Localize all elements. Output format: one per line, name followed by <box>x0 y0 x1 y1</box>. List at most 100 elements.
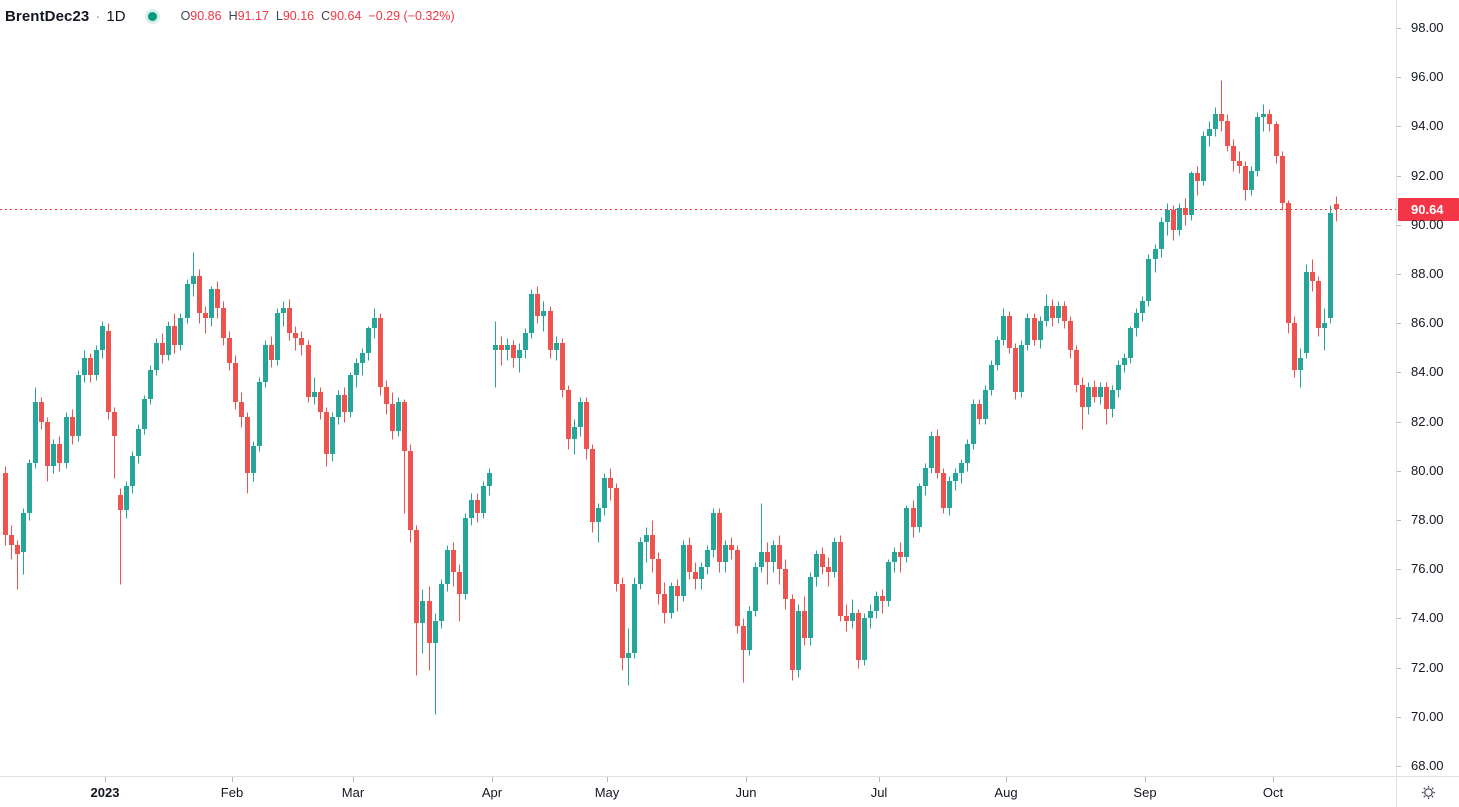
close-value: 90.64 <box>330 9 362 23</box>
candle <box>1110 385 1115 418</box>
candle <box>529 289 534 339</box>
candle <box>408 444 413 543</box>
candle <box>808 572 813 646</box>
candle <box>1322 308 1327 351</box>
candle <box>70 409 75 445</box>
candle <box>124 481 129 519</box>
candle <box>420 589 425 654</box>
candle <box>1201 131 1206 186</box>
candle <box>1255 112 1260 177</box>
candle <box>656 552 661 605</box>
candle <box>1140 296 1145 322</box>
price-axis-tick <box>1397 569 1401 570</box>
candle <box>1044 294 1049 327</box>
price-axis-label: 70.00 <box>1411 709 1444 724</box>
candle <box>904 505 909 563</box>
candle <box>771 540 776 573</box>
candle <box>971 399 976 450</box>
candle <box>203 306 208 334</box>
interval-label[interactable]: 1D <box>106 7 126 25</box>
candle <box>384 380 389 415</box>
candle <box>1183 198 1188 226</box>
candle <box>1274 121 1279 164</box>
candle <box>493 321 498 388</box>
candle <box>759 503 764 573</box>
time-axis-label: Aug <box>994 785 1018 800</box>
candle <box>560 338 565 398</box>
candle <box>439 579 444 629</box>
candle <box>1261 104 1266 132</box>
candle <box>584 397 589 460</box>
candle <box>457 564 462 622</box>
time-axis-label: Jun <box>735 785 757 800</box>
price-axis-tick <box>1397 520 1401 521</box>
candle <box>675 579 680 612</box>
price-axis-tick <box>1397 323 1401 324</box>
time-axis-tick <box>105 777 106 782</box>
candle <box>106 323 111 420</box>
candle <box>324 407 329 467</box>
price-axis-tick <box>1397 422 1401 423</box>
candle <box>469 493 474 526</box>
candle <box>989 360 994 396</box>
candle <box>281 301 286 327</box>
candle <box>777 535 782 585</box>
candle <box>57 436 62 472</box>
price-axis-label: 78.00 <box>1411 512 1444 527</box>
candle <box>523 328 528 359</box>
candle <box>838 535 843 622</box>
candle <box>1092 380 1097 403</box>
candle <box>1328 205 1333 324</box>
candle <box>330 412 335 462</box>
time-axis[interactable]: 2023 Feb Mar Apr May Jun Jul Aug Sep Oct <box>0 776 1396 807</box>
time-axis-label: Mar <box>341 785 365 800</box>
candle <box>287 299 292 341</box>
candle <box>1159 217 1164 258</box>
low-value: 90.16 <box>282 9 315 23</box>
time-axis-label: May <box>594 785 620 800</box>
candle <box>1080 377 1085 430</box>
candle <box>463 513 468 600</box>
candle <box>802 596 807 646</box>
price-axis-label: 80.00 <box>1411 463 1444 478</box>
candle <box>94 345 99 381</box>
candle <box>1249 166 1254 196</box>
candle <box>911 500 916 538</box>
price-axis-tick <box>1397 717 1401 718</box>
candle <box>814 550 819 587</box>
candle <box>868 604 873 629</box>
candle <box>1243 161 1248 201</box>
candle <box>741 618 746 683</box>
candle <box>1316 276 1321 337</box>
candle <box>1213 107 1218 137</box>
price-axis-tick <box>1397 668 1401 669</box>
chart-pane[interactable]: BrentDec23 · 1D O 90.86 H 91.17 L 90.16 C 90… <box>0 0 1396 776</box>
candle <box>1032 313 1037 346</box>
price-axis[interactable]: 90.64 98.00 96.00 94.00 92.00 90.00 88.00 86.0… <box>1396 0 1459 776</box>
candle <box>1280 151 1285 211</box>
candle <box>445 545 450 592</box>
price-axis-label: 86.00 <box>1411 315 1444 330</box>
candle <box>892 547 897 573</box>
candle <box>687 537 692 580</box>
candle <box>257 377 262 452</box>
candle <box>723 540 728 573</box>
candle <box>1231 139 1236 172</box>
symbol-title[interactable]: BrentDec23 <box>5 7 90 25</box>
candle <box>27 459 32 521</box>
candle <box>209 286 214 327</box>
candle <box>1062 301 1067 329</box>
candle <box>1074 345 1079 393</box>
candle <box>396 397 401 437</box>
candle <box>1177 203 1182 236</box>
candle <box>1134 308 1139 337</box>
candle <box>572 419 577 455</box>
candle <box>160 333 165 364</box>
candle <box>487 468 492 496</box>
time-axis-label: Jul <box>870 785 888 800</box>
chart-settings-button[interactable] <box>1418 782 1438 802</box>
candle <box>378 313 383 396</box>
gear-icon <box>1421 785 1435 799</box>
candle <box>941 468 946 514</box>
ohlc-values: O 90.86 H 91.17 L 90.16 C 90.64 −0.29 (−0.32… <box>181 9 455 23</box>
